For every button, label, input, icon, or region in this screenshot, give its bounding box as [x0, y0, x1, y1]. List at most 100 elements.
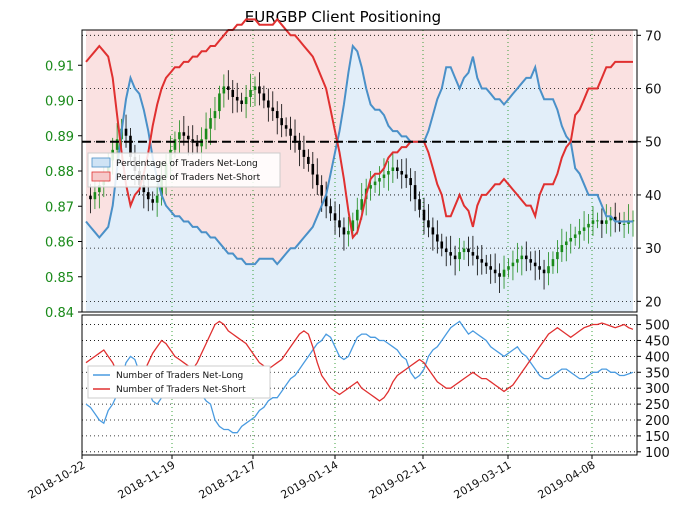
date-tick-label: 2018-12-17 — [197, 458, 259, 501]
candle-body — [605, 220, 608, 224]
count-tick-label: 400 — [645, 350, 670, 365]
candle-body — [422, 209, 426, 221]
candle-body — [396, 167, 399, 171]
candle-body — [431, 227, 435, 235]
pct-tick-label: 60 — [645, 83, 662, 98]
candle-body — [484, 262, 488, 267]
candle-body — [253, 86, 257, 90]
candle-body — [449, 252, 452, 256]
candle-body — [89, 195, 92, 200]
candle-body — [511, 262, 515, 267]
date-axis-ticks: 2018-10-22 2018-11-19 2018-12-17 2019-01-14… — [26, 455, 598, 502]
candle-body — [596, 220, 599, 222]
price-axis-ticks: 0.84 0.85 0.86 0.87 0.88 0.89 0.90 0.91 — [45, 59, 82, 321]
count-tick-label: 500 — [645, 319, 670, 334]
top-legend-box — [87, 152, 281, 188]
bottom-legend-box — [87, 365, 271, 399]
candle-body — [529, 259, 533, 263]
date-tick-label: 2018-10-22 — [26, 458, 88, 501]
candle-body — [404, 174, 408, 179]
candle-body — [338, 220, 341, 228]
count-tick-label: 450 — [645, 334, 670, 349]
candle-body — [173, 139, 177, 150]
candle-body — [351, 220, 355, 231]
price-tick-label: 0.85 — [45, 271, 74, 286]
date-tick-label: 2019-04-08 — [536, 458, 598, 501]
candle-body — [262, 93, 266, 101]
top-series-lines — [85, 17, 633, 266]
candle-body — [227, 86, 230, 90]
date-tick-label: 2018-11-19 — [116, 458, 178, 501]
candle-body — [342, 227, 346, 235]
candle-body — [378, 178, 381, 182]
candle-body — [560, 245, 564, 253]
candle-body — [244, 96, 248, 105]
legend-swatch-net-long-pct — [91, 157, 111, 168]
candle-body — [222, 86, 226, 94]
candle-body — [573, 234, 577, 238]
area-net-long-pct — [86, 46, 633, 312]
candle-body — [324, 195, 328, 207]
line-net-short-pct — [85, 17, 633, 240]
pct-tick-label: 50 — [645, 136, 662, 151]
candle-body — [293, 135, 297, 143]
pct-axis-ticks: 20 30 40 50 60 70 — [637, 29, 662, 310]
candle-body — [498, 273, 501, 277]
candle-body — [209, 118, 212, 129]
candle-body — [476, 255, 479, 260]
pct-tick-label: 40 — [645, 189, 662, 204]
candle-body — [556, 252, 559, 260]
candle-body — [453, 255, 457, 260]
candle-body — [516, 259, 519, 263]
candle-body — [564, 241, 568, 246]
pct-tick-label: 70 — [645, 29, 662, 44]
candle-body — [258, 86, 261, 94]
candle-body — [235, 96, 239, 101]
candle-body — [186, 135, 190, 140]
candle-body — [569, 237, 573, 242]
candle-body — [427, 220, 430, 228]
candle-body — [609, 216, 613, 221]
top-legend: Percentage of Traders Net-Long Percentag… — [87, 152, 281, 188]
candle-body — [471, 252, 475, 256]
candle-body — [400, 171, 404, 175]
price-tick-label: 0.91 — [45, 59, 74, 74]
candle-body — [387, 171, 390, 175]
candle-body — [622, 223, 626, 225]
candle-body — [480, 259, 484, 263]
candle-body — [418, 199, 421, 210]
candle-body — [582, 227, 586, 231]
candle-body — [444, 248, 448, 253]
count-tick-label: 200 — [645, 414, 670, 429]
candle-body — [493, 269, 497, 274]
legend-label-net-short-count: Number of Traders Net-Short — [116, 385, 246, 395]
candle-body — [369, 185, 372, 189]
candle-body — [320, 185, 323, 196]
candle-body — [382, 174, 386, 179]
count-tick-label: 350 — [645, 366, 670, 381]
candle-body — [391, 167, 395, 171]
price-tick-label: 0.88 — [45, 165, 74, 180]
legend-swatch-net-short-pct — [91, 171, 111, 182]
candle-body — [129, 135, 132, 157]
bottom-panel-frame — [81, 314, 638, 456]
legend-label-net-short-pct: Percentage of Traders Net-Short — [116, 173, 261, 183]
candle-body — [280, 118, 283, 126]
candle-body — [200, 139, 203, 147]
candle-body — [440, 241, 444, 249]
candle-body — [275, 111, 279, 119]
candle-body — [195, 142, 199, 147]
count-tick-label: 100 — [645, 446, 670, 461]
line-net-short-count — [85, 320, 634, 402]
chart-title: EURGBP Client Positioning — [245, 8, 441, 26]
candle-body — [240, 100, 243, 105]
candle-body — [587, 223, 590, 228]
line-net-long-pct — [85, 43, 633, 266]
pct-tick-label: 30 — [645, 242, 662, 257]
candle-body — [409, 178, 412, 186]
candle-body — [355, 209, 359, 221]
candle-body — [489, 266, 492, 270]
candle-body — [98, 185, 101, 193]
